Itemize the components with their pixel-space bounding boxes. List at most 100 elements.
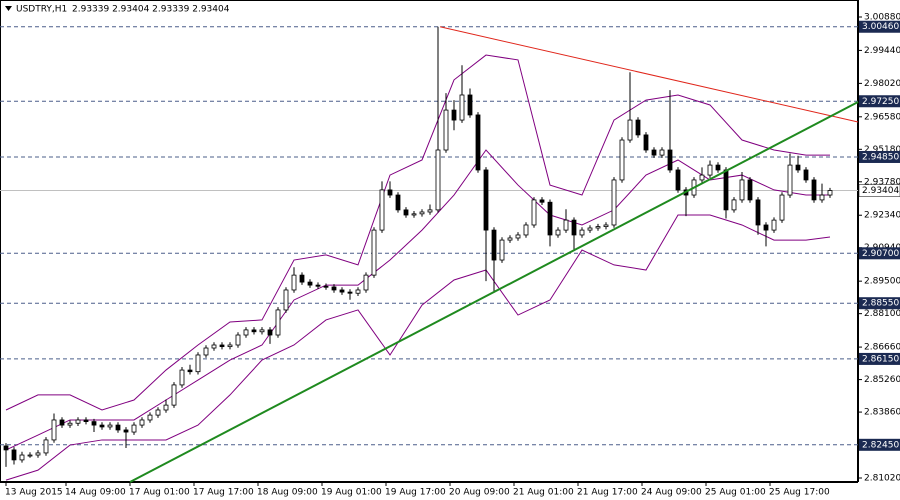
candle-body bbox=[779, 194, 785, 221]
candle-body bbox=[179, 369, 185, 386]
candle-body bbox=[467, 94, 473, 116]
x-tick-label: 14 Aug 09:00 bbox=[65, 488, 126, 498]
candle-body bbox=[83, 419, 89, 422]
candle-body bbox=[555, 229, 561, 236]
candle-body bbox=[627, 119, 633, 141]
candle-body bbox=[283, 289, 289, 311]
candle-body bbox=[379, 189, 385, 231]
candle-body bbox=[419, 211, 425, 215]
candle-body bbox=[515, 234, 521, 239]
overlay-layer: 3.00460 2.97250 2.94850 2.90700 2.88550 2.861… bbox=[858, 20, 900, 451]
candle-body bbox=[147, 414, 153, 421]
candle-body bbox=[267, 329, 273, 336]
candle-body bbox=[659, 149, 665, 156]
band-upper bbox=[5, 54, 830, 411]
band-lower bbox=[5, 214, 831, 481]
candle-body bbox=[643, 134, 649, 151]
candle-body bbox=[227, 344, 233, 348]
candle-body bbox=[459, 94, 465, 121]
x-tick-label: 17 Aug 17:00 bbox=[193, 488, 254, 498]
trendline bbox=[439, 26, 859, 123]
candle-body bbox=[651, 149, 657, 156]
candle-body bbox=[811, 179, 817, 201]
candle-body bbox=[755, 199, 761, 226]
candle-body bbox=[707, 164, 713, 176]
candle-body bbox=[171, 384, 177, 406]
level-label: 2.82450 bbox=[862, 440, 899, 450]
level-label: 2.94850 bbox=[862, 152, 899, 162]
y-tick-label: 2.95180 bbox=[864, 145, 900, 155]
candle-body bbox=[443, 109, 449, 151]
candle-body bbox=[523, 224, 529, 236]
x-tick-label: 21 Aug 01:00 bbox=[513, 488, 574, 498]
candle-body bbox=[27, 454, 33, 457]
candle-body bbox=[315, 284, 321, 287]
y-tick-label: 3.00880 bbox=[864, 12, 900, 22]
candle-body bbox=[59, 419, 65, 426]
y-tick-label: 2.92340 bbox=[864, 211, 900, 221]
y-tick-label: 2.81020 bbox=[864, 474, 900, 484]
candle-body bbox=[747, 179, 753, 201]
candle-body bbox=[251, 329, 257, 333]
candle-body bbox=[635, 119, 641, 136]
level-label-bg bbox=[859, 297, 900, 310]
candle-body bbox=[595, 226, 601, 229]
x-tick-label: 21 Aug 17:00 bbox=[577, 488, 638, 498]
candle-body bbox=[699, 174, 705, 181]
candle-body bbox=[307, 281, 313, 286]
candle-body bbox=[107, 424, 113, 428]
y-tick-label: 2.88100 bbox=[864, 309, 900, 319]
candle-body bbox=[339, 289, 345, 293]
candle-body bbox=[91, 421, 97, 426]
candle-body bbox=[203, 347, 209, 356]
candle-body bbox=[371, 229, 377, 276]
candle-body bbox=[211, 344, 217, 349]
candle-body bbox=[99, 424, 105, 428]
candle-body bbox=[323, 285, 329, 288]
candle-body bbox=[11, 449, 17, 461]
x-tick-label: 13 Aug 2015 bbox=[5, 488, 63, 498]
plot-frame bbox=[0, 0, 858, 482]
candle-body bbox=[451, 109, 457, 121]
candle-body bbox=[123, 429, 129, 433]
candle-body bbox=[539, 199, 545, 203]
candle-body bbox=[507, 237, 513, 241]
x-tick-label: 17 Aug 01:00 bbox=[129, 488, 190, 498]
band-middle bbox=[5, 149, 830, 451]
candle-body bbox=[827, 190, 833, 196]
y-tick-label: 2.83860 bbox=[864, 408, 900, 418]
candle-body bbox=[571, 219, 577, 236]
candle-body bbox=[667, 149, 673, 171]
candle-body bbox=[235, 334, 241, 346]
candle-body bbox=[675, 169, 681, 191]
candle-body bbox=[131, 424, 137, 433]
candle-body bbox=[499, 239, 505, 261]
level-label: 3.00460 bbox=[862, 22, 899, 32]
candle-body bbox=[291, 274, 297, 291]
candle-body bbox=[243, 329, 249, 336]
candle-body bbox=[139, 419, 145, 426]
current-price-label: 2.93404 bbox=[862, 186, 899, 196]
candle-body bbox=[491, 229, 497, 261]
candle-body bbox=[275, 309, 281, 336]
level-label: 2.86150 bbox=[862, 354, 899, 364]
candle-body bbox=[483, 169, 489, 231]
candle-body bbox=[163, 404, 169, 411]
candle-body bbox=[803, 169, 809, 181]
level-label-bg bbox=[859, 95, 900, 108]
candle-body bbox=[547, 201, 553, 236]
candle-body bbox=[35, 452, 41, 456]
level-label: 2.97250 bbox=[862, 97, 899, 107]
candle-body bbox=[579, 229, 585, 236]
candle-body bbox=[259, 329, 265, 333]
level-label: 2.88550 bbox=[862, 299, 899, 309]
marks-layer bbox=[3, 26, 859, 483]
candle-body bbox=[715, 164, 721, 171]
candle-body bbox=[531, 199, 537, 226]
current-price-bg bbox=[858, 184, 900, 197]
level-label-bg bbox=[859, 247, 900, 260]
x-tick-label: 25 Aug 01:00 bbox=[705, 488, 766, 498]
